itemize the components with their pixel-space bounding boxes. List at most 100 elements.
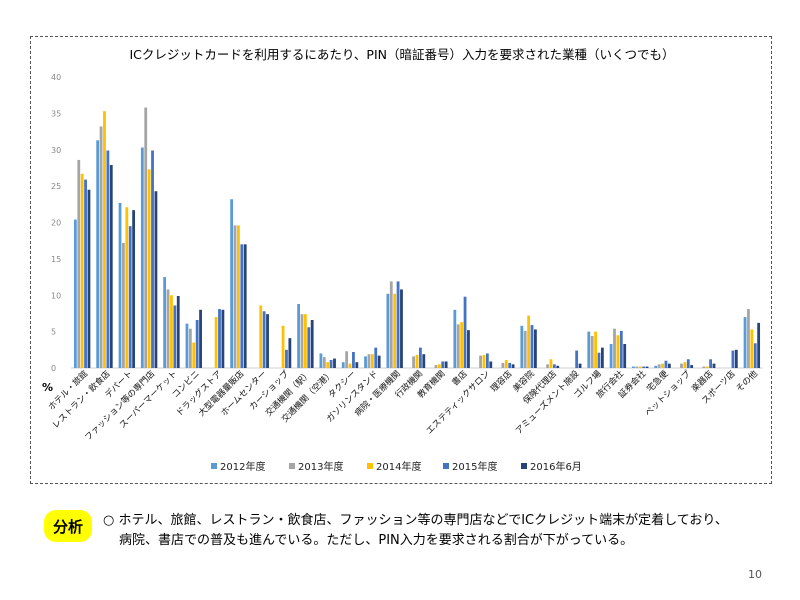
bar [192,342,196,368]
legend-label: 2012年度 [220,460,265,473]
bar [288,338,292,368]
bar [552,364,556,368]
bar [594,331,597,369]
bar [214,317,218,368]
bar [587,331,591,369]
bar [508,362,512,368]
bar [154,191,158,368]
bar [345,351,349,368]
bar [667,363,671,368]
analysis-line-2: 病院、書店での普及も進んでいる。ただし、PIN入力を要求される割合が下がっている… [119,533,634,548]
chart-frame: ICクレジットカードを利用するにあたり、PIN（暗証番号）入力を要求された業種（… [30,36,772,484]
bar [412,356,415,368]
bar [374,347,378,368]
bar [393,293,397,368]
bar [144,107,148,368]
bar [616,335,620,368]
bar [600,347,604,368]
bar [319,353,323,368]
bar [87,189,91,368]
unit-label: % [42,381,53,394]
bar [453,309,457,368]
bar [609,343,613,368]
bar [556,365,560,368]
bar [664,360,668,368]
bar [367,354,371,368]
bar [300,314,304,368]
legend-label: 2016年6月 [530,460,582,473]
bar [690,365,694,368]
bar [84,179,87,368]
y-tick-label: 15 [51,255,61,264]
bar [632,366,635,368]
analysis-text: ○ ホテル、旅館、レストラン・飲食店、ファッション等の専門店などでICクレジット… [103,511,783,551]
bar [266,314,269,368]
bar [645,366,649,368]
bar [77,159,81,368]
y-tick-label: 30 [51,146,61,155]
bar [322,357,326,368]
bar [578,363,582,368]
bar [642,366,646,368]
bar [370,354,374,368]
page-number: 10 [748,568,762,581]
bar [437,364,441,368]
y-tick-labels: 0 5 10 15 20 25 30 35 40 [51,73,61,373]
chart-title: ICクレジットカードを利用するにあたり、PIN（暗証番号）入力を要求された業種（… [130,47,675,62]
bar [619,330,623,368]
analysis-badge: 分析 [44,510,92,542]
bar [259,305,263,368]
bar [237,225,240,368]
bar [240,244,244,368]
bar [106,150,110,368]
bar [479,355,482,368]
y-tick-label: 35 [51,109,61,118]
bar [125,207,129,368]
bar [419,347,422,368]
bar [460,322,464,368]
legend-swatch [443,463,449,469]
bar [549,359,553,368]
bar [195,319,199,368]
bar [463,296,467,368]
bar [151,150,154,368]
bar [654,365,658,368]
bar [434,365,438,368]
bar [750,329,754,368]
bar [262,311,266,368]
y-tick-label: 20 [51,219,61,228]
bar [199,309,202,368]
bar [734,349,738,368]
bar [218,309,221,368]
bar [422,354,426,368]
category-label: 理容店 [488,367,515,394]
y-tick-label: 25 [51,182,61,191]
bar [523,330,527,368]
bar [546,364,549,368]
bar [297,303,300,368]
bar [661,363,664,368]
bar [333,358,336,368]
bar [530,325,534,368]
bar [166,289,170,368]
legend-swatch [521,463,527,469]
y-tick-label: 40 [51,73,61,82]
bar [140,147,144,368]
bar [467,330,470,368]
bar [386,293,390,368]
bar [635,366,639,368]
bar [527,315,531,368]
bar [310,319,314,368]
legend-label: 2014年度 [376,460,421,473]
bar [188,328,192,368]
bar [504,360,508,368]
bar [147,169,151,368]
legend-swatch [211,463,217,469]
bar [511,364,515,368]
bar [355,362,359,368]
bar [303,314,307,368]
bar [243,244,247,368]
bar [623,343,627,368]
bar [396,281,400,368]
bar [176,295,180,368]
